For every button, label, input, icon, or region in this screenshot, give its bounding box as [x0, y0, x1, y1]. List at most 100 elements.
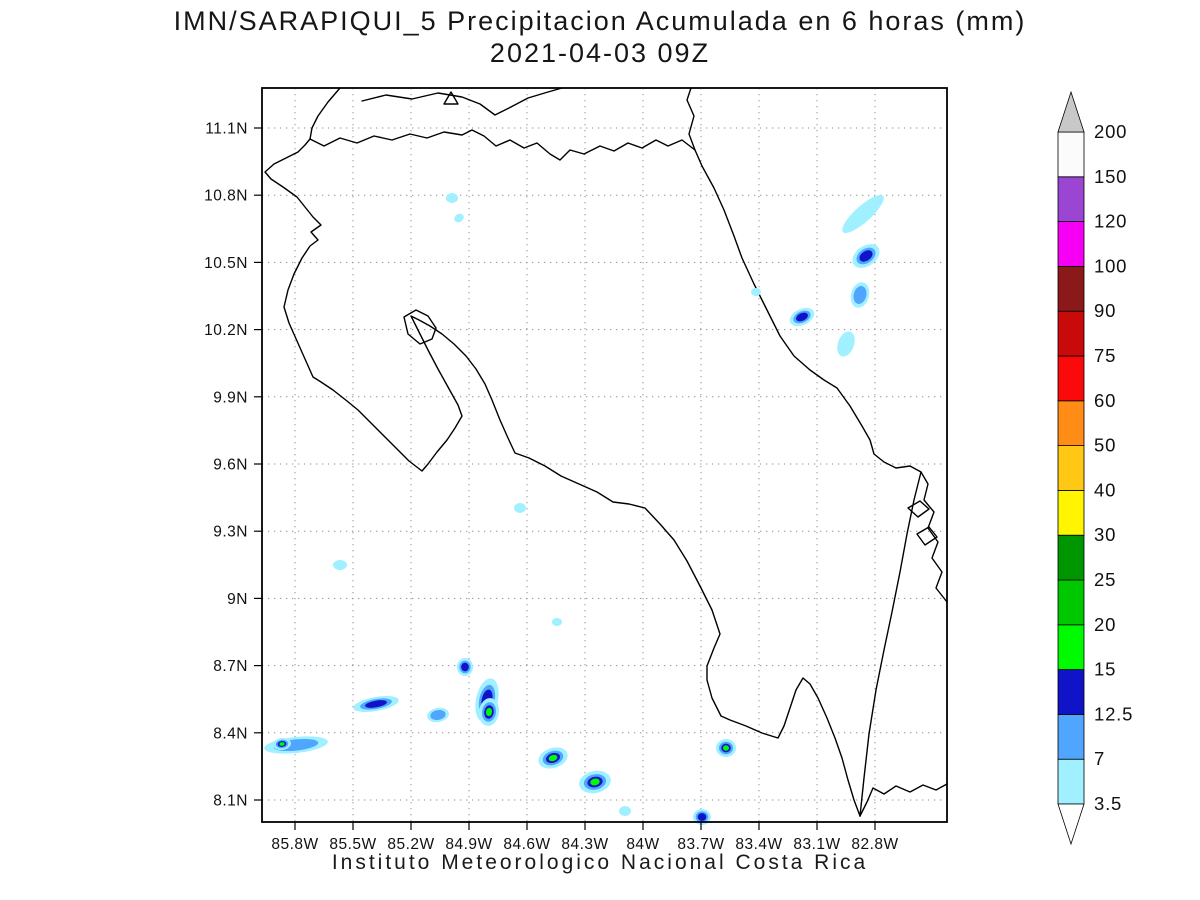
colorbar-segment — [1057, 714, 1085, 760]
colorbar-label: 30 — [1094, 524, 1116, 545]
lon-tick-label: 84W — [626, 836, 659, 853]
coastline-path — [403, 309, 437, 345]
precip-cell-contour — [859, 250, 873, 262]
lon-tick-label: 85.5W — [329, 836, 376, 853]
coastline — [264, 87, 948, 817]
lat-tick-label: 9N — [227, 591, 248, 608]
colorbar-label: 7 — [1094, 748, 1105, 769]
footer-credit: Instituto Meteorologico Nacional Costa R… — [331, 851, 869, 874]
lon-tick-label: 84.9W — [445, 836, 492, 853]
precip-cell-contour — [751, 288, 761, 296]
colorbar-label: 90 — [1094, 300, 1116, 321]
colorbar-arrow-above-max — [1057, 90, 1085, 133]
colorbar-label: 75 — [1094, 345, 1116, 366]
colorbar-label: 25 — [1094, 569, 1116, 590]
lat-tick-label: 8.1N — [213, 793, 248, 810]
colorbar-segment — [1057, 445, 1085, 491]
lat-tick-label: 9.6N — [213, 457, 248, 474]
colorbar-label: 3.5 — [1094, 793, 1122, 814]
coastline-path — [264, 138, 861, 817]
coastline-path — [309, 87, 341, 140]
colorbar-segment — [1057, 400, 1085, 446]
lon-tick-label: 82.8W — [851, 836, 898, 853]
precip-cell-contour — [548, 754, 558, 762]
lat-tick-label: 10.8N — [204, 188, 248, 205]
coastline-path — [361, 87, 563, 116]
map-frame — [261, 87, 948, 823]
precip-cell-contour — [485, 707, 493, 717]
coastline-path — [859, 471, 922, 817]
precip-cell-contour — [697, 813, 707, 821]
colorbar-segment — [1057, 758, 1085, 805]
colorbar-label: 20 — [1094, 614, 1116, 635]
coastline-path — [686, 87, 696, 151]
precip-cell-contour — [853, 286, 867, 304]
precip-cell-contour — [796, 312, 808, 322]
colorbar-segment — [1057, 221, 1085, 267]
coastline-path — [309, 129, 948, 603]
colorbar-label: 100 — [1094, 255, 1127, 276]
lon-tick-label: 83.1W — [793, 836, 840, 853]
coastline-path — [916, 526, 938, 546]
precip-cell-contour — [454, 213, 464, 223]
colorbar-segment — [1057, 131, 1085, 178]
precip-cell-contour — [430, 709, 446, 721]
colorbar-segment — [1057, 669, 1085, 715]
lon-tick-label: 83.4W — [735, 836, 782, 853]
graticule — [262, 88, 947, 822]
colorbar-segment — [1057, 579, 1085, 626]
precip-cell-contour — [461, 662, 469, 672]
map-plot: 11.1N 10.8N 10.5N 10.2N 9.9N 9.6N 9.3N 9N 8.7N 8.… — [204, 87, 948, 853]
colorbar: 3.5 7 12.5 15 20 25 30 40 50 60 75 90 100 120 150 200 — [1057, 90, 1133, 846]
lat-tick-label: 9.9N — [213, 389, 248, 406]
colorbar-label: 120 — [1094, 211, 1127, 232]
lat-tick-label: 8.4N — [213, 725, 248, 742]
lat-tick-label: 11.1N — [205, 121, 248, 138]
precip-cell-contour — [842, 194, 884, 234]
colorbar-segment — [1057, 534, 1085, 581]
colorbar-segment — [1057, 310, 1085, 357]
colorbar-label: 150 — [1094, 166, 1127, 187]
figure-title-line2: 2021-04-03 09Z — [489, 38, 711, 68]
lon-tick-label: 85.8W — [271, 836, 318, 853]
lat-tick-label: 9.3N — [213, 524, 248, 541]
coastline-path — [907, 500, 930, 518]
lat-tick-label: 8.7N — [213, 658, 248, 675]
colorbar-label: 15 — [1094, 659, 1116, 680]
colorbar-label: 200 — [1094, 121, 1127, 142]
lat-tick-label: 10.2N — [204, 322, 248, 339]
colorbar-label: 12.5 — [1094, 703, 1133, 724]
colorbar-segment — [1057, 624, 1085, 670]
lon-tick-label: 84.3W — [561, 836, 608, 853]
coastline-path — [859, 783, 948, 817]
figure-title-line1: IMN/SARAPIQUI_5 Precipitacion Acumulada … — [173, 6, 1027, 36]
lon-tick-label: 83.7W — [677, 836, 724, 853]
colorbar-segment — [1057, 176, 1085, 223]
colorbar-label: 40 — [1094, 479, 1116, 500]
precip-cell-contour — [723, 745, 729, 751]
lon-axis: 85.8W 85.5W 85.2W 84.9W 84.6W 84.3W 84W 83.7W 83… — [271, 822, 898, 853]
coastline-path — [443, 91, 459, 105]
colorbar-label: 60 — [1094, 390, 1116, 411]
lon-tick-label: 85.2W — [387, 836, 434, 853]
precip-cell-contour — [279, 742, 285, 746]
precip-cell-contour — [619, 806, 631, 816]
lat-axis: 11.1N 10.8N 10.5N 10.2N 9.9N 9.6N 9.3N 9N 8.7N 8.… — [204, 121, 262, 810]
precip-cell-contour — [590, 778, 600, 786]
precip-cell-contour — [365, 700, 387, 708]
colorbar-label: 50 — [1094, 435, 1116, 456]
precip-cell-contour — [446, 193, 458, 203]
lat-tick-label: 10.5N — [204, 255, 248, 272]
colorbar-arrow-below-min — [1057, 803, 1085, 846]
colorbar-segment — [1057, 489, 1085, 536]
precip-cell-contour — [514, 503, 526, 513]
colorbar-segment — [1057, 355, 1085, 402]
colorbar-segment — [1057, 265, 1085, 312]
precip-cell-contour — [837, 331, 855, 357]
precip-cell-contour — [333, 560, 347, 570]
lon-tick-label: 84.6W — [503, 836, 550, 853]
precip-cell-contour — [552, 618, 562, 626]
precip-cells — [264, 193, 884, 825]
